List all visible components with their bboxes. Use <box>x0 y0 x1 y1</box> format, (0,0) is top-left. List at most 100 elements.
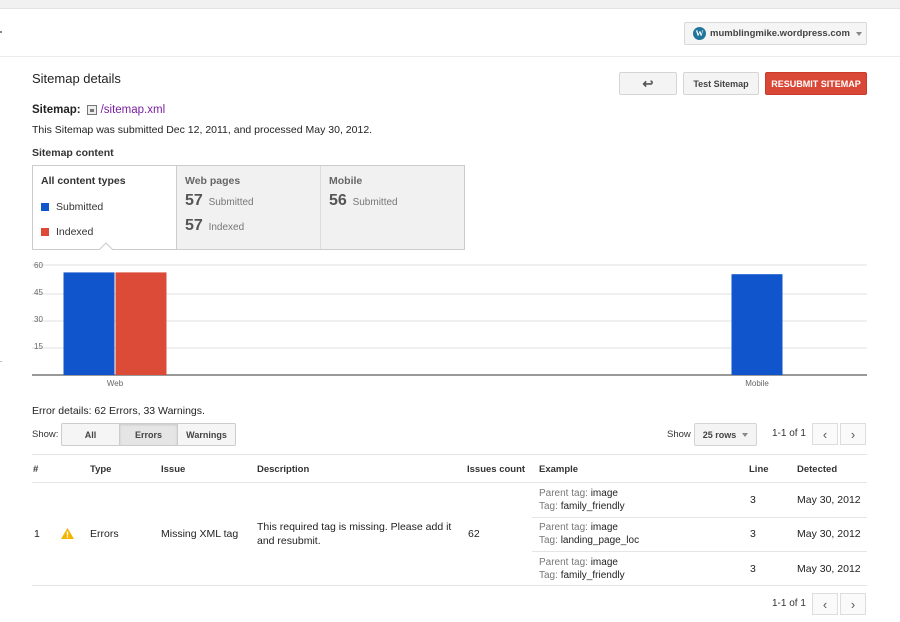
next-page-button[interactable]: › <box>840 593 866 615</box>
show-label: Show: <box>32 429 59 440</box>
col-header-issue[interactable]: Issue <box>161 464 186 475</box>
example-parent-tag: Parent tag: image <box>539 522 618 534</box>
tag-value: landing_page_loc <box>560 535 640 546</box>
example-tag: Tag: family_friendly <box>539 501 625 513</box>
page-title: Sitemap details <box>32 71 121 86</box>
parent-tag-label: Parent tag: <box>539 488 588 499</box>
pager-count-bottom: 1-1 of 1 <box>772 598 806 609</box>
example-parent-tag: Parent tag: image <box>539 557 618 569</box>
chevron-left-icon: ‹ <box>822 426 828 442</box>
row-index: 1 <box>34 528 40 540</box>
sitemap-path-row: Sitemap: /sitemap.xml <box>32 104 165 116</box>
top-strip <box>0 0 900 9</box>
bar-web-indexed <box>115 272 167 375</box>
chevron-right-icon: › <box>850 426 856 442</box>
rows-per-page-select[interactable]: 25 rows <box>694 423 757 446</box>
tab-title: All content types <box>41 175 126 187</box>
stat-value: 56 <box>329 192 347 209</box>
rows-label: Show <box>667 429 691 440</box>
col-header-issues-count[interactable]: Issues count <box>467 464 526 475</box>
stat-value: 57 <box>185 192 203 209</box>
test-sitemap-button[interactable]: Test Sitemap <box>683 72 759 95</box>
prev-page-button[interactable]: ‹ <box>812 593 838 615</box>
web-indexed-stat: 57 Indexed <box>185 217 312 235</box>
prev-page-button[interactable]: ‹ <box>812 423 838 445</box>
filter-errors-button[interactable]: Errors <box>120 424 178 445</box>
table-header-divider <box>32 482 867 483</box>
col-header-example[interactable]: Example <box>539 464 579 475</box>
content-type-tabs: All content types Submitted Indexed Web … <box>32 165 465 250</box>
tab-title: Mobile <box>329 175 363 187</box>
sitemap-content-heading: Sitemap content <box>32 147 114 159</box>
example-parent-tag: Parent tag: image <box>539 488 618 500</box>
back-button[interactable]: ↩ <box>619 72 677 95</box>
example-line-number: 3 <box>750 528 756 540</box>
y-tick-label: 45 <box>34 288 43 297</box>
wordpress-icon: W <box>693 27 706 40</box>
chevron-down-icon <box>855 31 862 36</box>
legend-submitted: Submitted <box>41 201 168 213</box>
warning-icon <box>61 528 74 539</box>
parent-tag-label: Parent tag: <box>539 557 588 568</box>
y-tick-label: 30 <box>34 315 43 324</box>
left-edge-mark <box>0 31 2 33</box>
col-header-type[interactable]: Type <box>90 464 112 475</box>
tag-value: family_friendly <box>560 501 625 512</box>
row-description-line: This required tag is missing. Please add… <box>257 521 452 533</box>
indexed-swatch <box>41 228 49 236</box>
chevron-down-icon <box>742 432 749 437</box>
legend-label: Indexed <box>56 226 94 238</box>
stat-label: Submitted <box>352 197 398 208</box>
sitemap-chart: 60 45 30 15 Web Mobile <box>32 262 867 388</box>
tab-title: Web pages <box>185 175 241 187</box>
col-header-detected[interactable]: Detected <box>797 464 838 475</box>
col-header-index[interactable]: # <box>33 464 39 475</box>
resubmit-sitemap-button[interactable]: RESUBMIT SITEMAP <box>765 72 867 95</box>
stat-value: 57 <box>185 217 203 234</box>
header-divider <box>0 56 900 57</box>
row-type: Errors <box>90 528 119 540</box>
example-line-number: 3 <box>750 563 756 575</box>
site-name: mumblingmike.wordpress.com <box>710 28 850 39</box>
tab-web-pages[interactable]: Web pages 57 Submitted 57 Indexed <box>177 166 321 249</box>
example-divider <box>532 551 867 552</box>
tab-mobile[interactable]: Mobile 56 Submitted <box>321 166 464 249</box>
next-page-button[interactable]: › <box>840 423 866 445</box>
y-tick-label: 15 <box>34 342 43 351</box>
parent-tag-value: image <box>590 488 618 499</box>
example-tag: Tag: family_friendly <box>539 570 625 582</box>
parent-tag-value: image <box>590 557 618 568</box>
col-header-line[interactable]: Line <box>749 464 769 475</box>
y-tick-label: 60 <box>34 262 43 270</box>
error-details-summary: Error details: 62 Errors, 33 Warnings. <box>32 405 205 417</box>
table-top-divider <box>32 454 867 455</box>
legend-indexed: Indexed <box>41 226 168 238</box>
submitted-swatch <box>41 203 49 211</box>
stat-label: Submitted <box>208 197 254 208</box>
pager-count: 1-1 of 1 <box>772 428 806 439</box>
web-submitted-stat: 57 Submitted <box>185 192 312 210</box>
x-category-label: Web <box>107 379 124 388</box>
sitemap-label: Sitemap: <box>32 104 81 116</box>
example-divider <box>532 517 867 518</box>
row-issue: Missing XML tag <box>161 528 239 540</box>
issue-filter: All Errors Warnings <box>61 423 236 446</box>
file-icon <box>86 105 97 115</box>
submission-info: This Sitemap was submitted Dec 12, 2011,… <box>32 124 373 136</box>
filter-all-button[interactable]: All <box>62 424 120 445</box>
example-line-number: 3 <box>750 494 756 506</box>
tab-all-content-types[interactable]: All content types Submitted Indexed <box>33 166 177 250</box>
tag-label: Tag: <box>539 501 558 512</box>
filter-warnings-button[interactable]: Warnings <box>186 429 227 440</box>
chevron-left-icon: ‹ <box>822 596 828 612</box>
tab-pointer-icon <box>99 242 113 250</box>
back-arrow-icon: ↩ <box>642 75 654 91</box>
example-tag: Tag: landing_page_loc <box>539 535 639 547</box>
col-header-description[interactable]: Description <box>257 464 310 475</box>
example-detected-date: May 30, 2012 <box>797 528 861 540</box>
sitemap-link[interactable]: /sitemap.xml <box>100 104 166 116</box>
left-edge-mark <box>0 361 2 362</box>
x-category-label: Mobile <box>745 379 769 388</box>
site-selector[interactable]: W mumblingmike.wordpress.com <box>684 22 867 45</box>
bar-web-submitted <box>63 272 115 375</box>
